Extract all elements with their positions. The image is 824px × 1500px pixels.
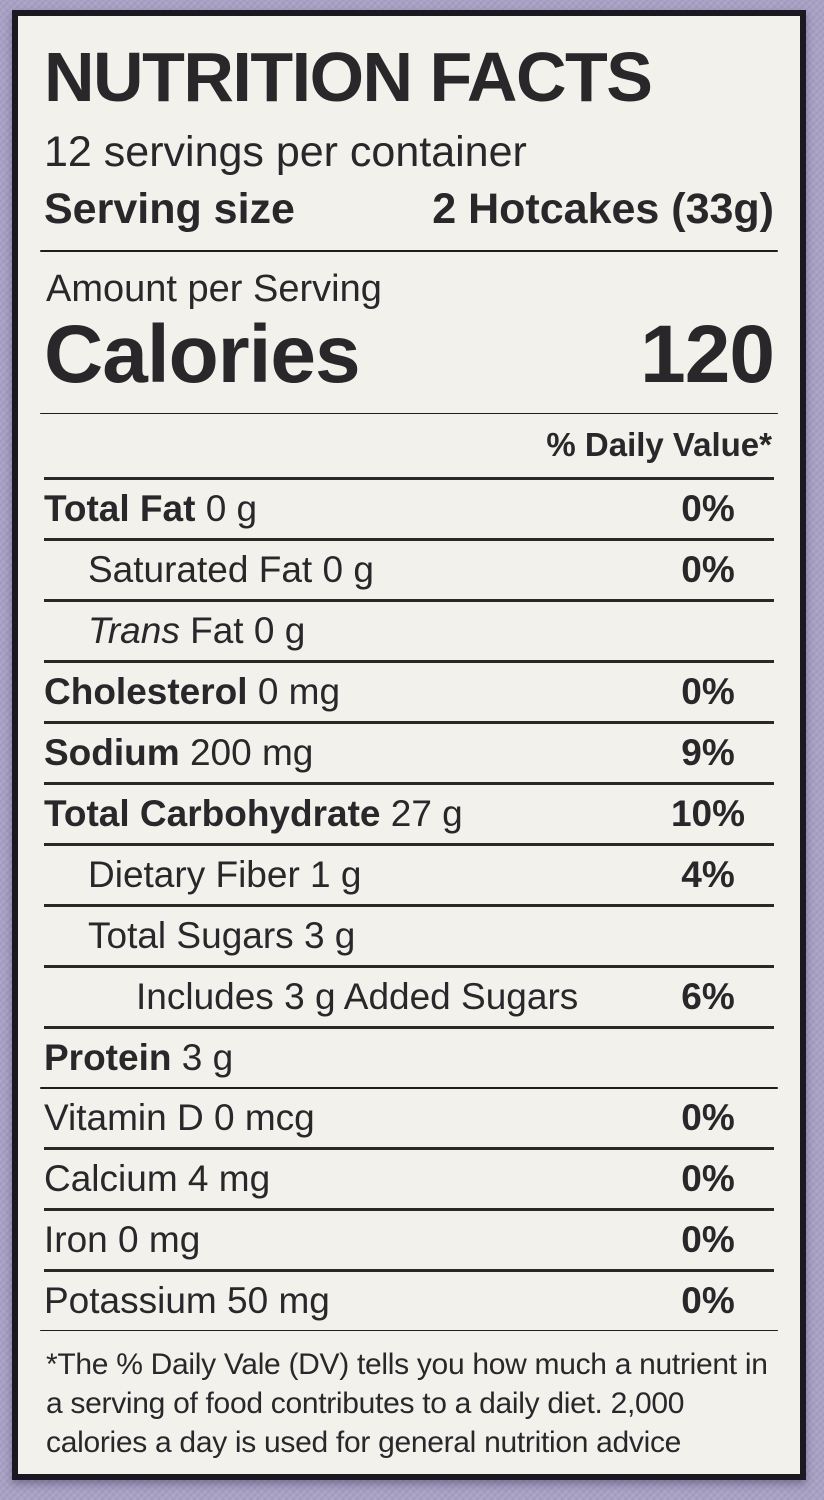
nutrient-name: Iron 0 mg: [44, 1218, 201, 1260]
row-vitamin-d: Vitamin D 0 mcg 0%: [44, 1089, 774, 1150]
nutrition-facts-label: NUTRITION FACTS 12 servings per containe…: [12, 10, 806, 1480]
nutrient-name: Potassium 50 mg: [44, 1279, 330, 1321]
nutrient-name: Trans Fat 0 g: [44, 610, 305, 652]
row-trans-fat: Trans Fat 0 g: [44, 602, 774, 664]
row-total-carbohydrate: Total Carbohydrate 27 g 10%: [44, 785, 774, 847]
nutrient-name-bold: Total Carbohydrate: [44, 793, 381, 835]
row-potassium: Potassium 50 mg 0%: [44, 1272, 774, 1330]
serving-size-label: Serving size: [44, 185, 295, 233]
row-sodium: Sodium 200 mg 9%: [44, 724, 774, 786]
daily-value-percent: 4%: [681, 854, 735, 896]
nutrient-name: Vitamin D 0 mcg: [44, 1096, 315, 1138]
nutrient-name-italic: Trans: [88, 610, 180, 652]
nutrient-name: Dietary Fiber 1 g: [88, 854, 362, 896]
serving-size-row: Serving size 2 Hotcakes (33g): [44, 185, 774, 234]
label-title: NUTRITION FACTS: [44, 38, 653, 116]
nutrient-name: Total Fat 0 g: [44, 488, 257, 530]
nutrient-name: Cholesterol 0 mg: [44, 671, 340, 713]
daily-value-percent: 0%: [681, 549, 735, 591]
divider-medium-calories: [40, 413, 778, 415]
row-protein: Protein 3 g: [44, 1029, 774, 1087]
nutrient-name: Total Sugars 3 g: [88, 915, 356, 957]
nutrient-name: Sodium 200 mg: [44, 732, 313, 774]
servings-per-container: 12 servings per container: [44, 128, 527, 176]
row-added-sugars: Includes 3 g Added Sugars 6%: [44, 968, 774, 1030]
daily-value-header: % Daily Value*: [44, 414, 774, 481]
divider-medium-footnote: [40, 1329, 778, 1331]
row-dietary-fiber: Dietary Fiber 1 g 4%: [44, 846, 774, 908]
row-iron: Iron 0 mg 0%: [44, 1211, 774, 1272]
nutrient-name-bold: Protein: [44, 1037, 172, 1079]
calories-value: 120: [640, 309, 775, 401]
nutrient-name-bold: Sodium: [44, 732, 180, 774]
serving-size-value: 2 Hotcakes (33g): [432, 185, 774, 233]
calories-label: Calories: [44, 309, 361, 401]
divider-thick-top: [40, 250, 778, 253]
daily-value-percent: 0%: [681, 488, 735, 530]
row-cholesterol: Cholesterol 0 mg 0%: [44, 663, 774, 725]
nutrient-amount: 0 g: [195, 488, 258, 530]
row-calcium: Calcium 4 mg 0%: [44, 1150, 774, 1211]
nutrient-amount: 27 g: [380, 793, 463, 835]
nutrient-name: Includes 3 g Added Sugars: [136, 976, 579, 1018]
nutrient-amount: Fat 0 g: [179, 610, 306, 652]
nutrient-amount: 3 g: [171, 1037, 234, 1079]
nutrient-name: Saturated Fat 0 g: [88, 549, 374, 591]
row-saturated-fat: Saturated Fat 0 g 0%: [44, 541, 774, 603]
daily-value-percent: 0%: [681, 1157, 735, 1199]
nutrient-name: Calcium 4 mg: [44, 1157, 271, 1199]
daily-value-percent: 0%: [681, 1279, 735, 1321]
daily-value-footnote: *The % Daily Vale (DV) tells you how muc…: [46, 1348, 768, 1459]
nutrient-amount: 0 mg: [247, 671, 341, 713]
calories-row: Calories 120: [44, 309, 775, 401]
daily-value-percent: 0%: [681, 1218, 735, 1260]
nutrient-name-bold: Cholesterol: [44, 671, 248, 713]
amount-per-serving-label: Amount per Serving: [46, 268, 382, 311]
daily-value-percent: 10%: [670, 793, 746, 835]
row-total-sugars: Total Sugars 3 g: [44, 907, 774, 969]
daily-value-percent: 0%: [681, 671, 735, 713]
divider-medium-protein: [40, 1087, 778, 1089]
row-total-fat: Total Fat 0 g 0%: [44, 480, 774, 542]
nutrient-amount: 200 mg: [179, 732, 314, 774]
daily-value-percent: 0%: [681, 1096, 735, 1138]
daily-value-percent: 6%: [681, 976, 735, 1018]
nutrient-name: Protein 3 g: [44, 1037, 233, 1079]
daily-value-percent: 9%: [681, 732, 735, 774]
nutrient-name: Total Carbohydrate 27 g: [44, 793, 463, 835]
nutrient-name-bold: Total Fat: [44, 488, 196, 530]
